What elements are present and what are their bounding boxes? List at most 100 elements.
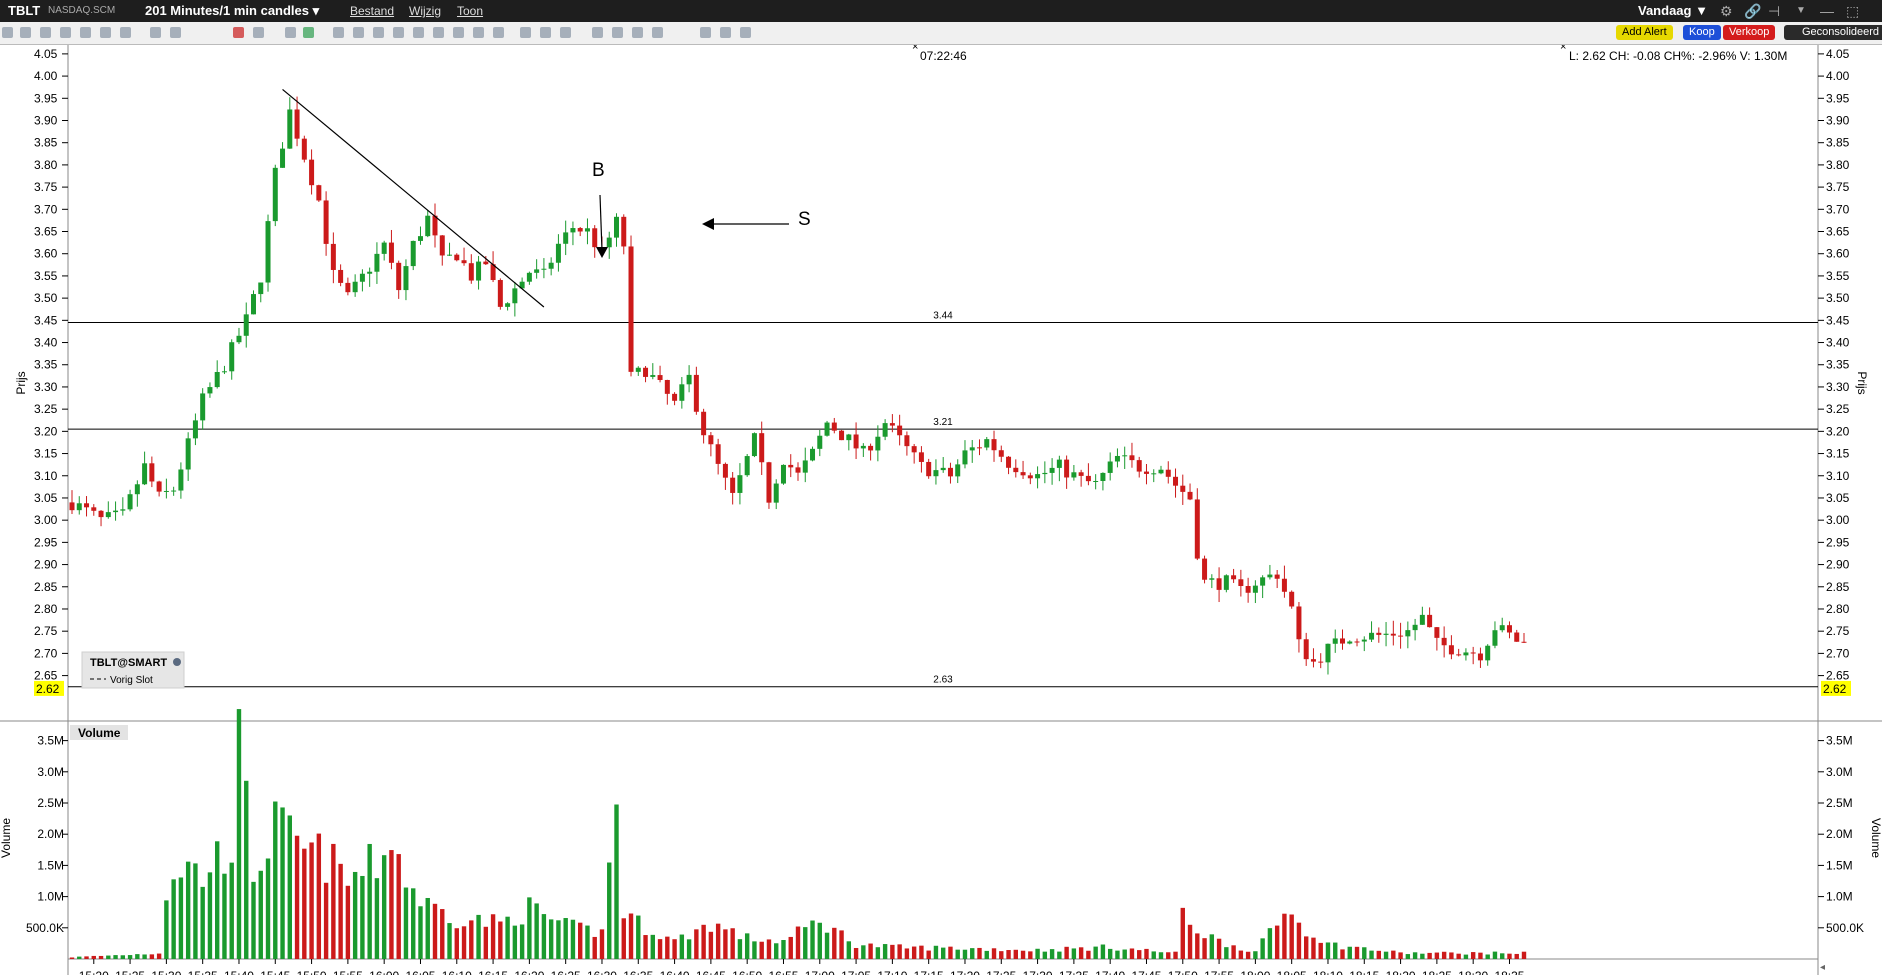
quote-close-icon[interactable]: × [1560, 45, 1566, 53]
volume-bar [933, 945, 939, 959]
redo-icon[interactable] [433, 27, 444, 38]
candle-body [802, 460, 808, 473]
frame-tool-icon[interactable] [170, 27, 181, 38]
scroll-end-icon[interactable]: ◂ [1820, 962, 1825, 973]
chart-legend[interactable] [81, 651, 185, 689]
palette-tool-icon[interactable] [60, 27, 71, 38]
scroll-end-icon[interactable] [652, 27, 663, 38]
time-tick: 17:55 [1204, 969, 1234, 975]
timeframe-dropdown[interactable]: 201 Minutes/1 min candles ▾ [145, 3, 320, 18]
zoom-in-icon[interactable] [520, 27, 531, 38]
volume-bar [135, 954, 140, 959]
volume-bar [1042, 951, 1048, 959]
volume-bar [164, 900, 169, 959]
layout-tool-icon[interactable] [150, 27, 161, 38]
draw-fan-icon[interactable] [473, 27, 484, 38]
table-tool-icon[interactable] [393, 27, 404, 38]
settings-tool-icon[interactable] [120, 27, 131, 38]
volume-bar [570, 919, 576, 959]
volume-bar [309, 842, 314, 959]
candle-body [69, 502, 75, 511]
volume-bar [1470, 952, 1476, 959]
wrench-icon[interactable] [740, 27, 751, 38]
volume-bar [578, 922, 583, 959]
menu-bestand[interactable]: Bestand [350, 4, 395, 18]
volume-panel[interactable] [68, 723, 1818, 959]
candle-body [410, 240, 416, 267]
pen-tool-icon[interactable] [233, 27, 244, 38]
box-tool-icon[interactable] [373, 27, 384, 38]
volume-axis-left[interactable]: 3.5M 3.0M 2.5M 2.0M 1.5M 1.0M 500.0K [26, 734, 68, 935]
candle-body [316, 185, 322, 201]
consolidated-button[interactable]: Geconsolideerd [1784, 25, 1882, 40]
volume-axis-title-left: Volume [0, 818, 13, 858]
sell-button[interactable]: Verkoop [1723, 25, 1776, 40]
sync-icon[interactable] [720, 27, 731, 38]
link-icon[interactable]: 🔗 [1744, 3, 1762, 19]
candle-body [1463, 652, 1469, 656]
zoom-out-icon[interactable] [540, 27, 551, 38]
draw-line-icon[interactable] [453, 27, 464, 38]
fib-tool-icon[interactable] [493, 27, 504, 38]
refresh-green-icon[interactable] [303, 27, 314, 38]
range-dropdown[interactable]: Vandaag ▼ [1638, 3, 1708, 18]
chevron-down-icon[interactable]: ▼ [1796, 5, 1806, 16]
scroll-center-icon[interactable] [612, 27, 623, 38]
camera-tool-icon[interactable] [80, 27, 91, 38]
volume-axis-right[interactable]: 3.5M 3.0M 2.5M 2.0M 1.5M 1.0M 500.0K [1818, 734, 1864, 935]
candle-body [853, 434, 859, 449]
candle-body [359, 273, 365, 282]
area-chart-icon[interactable] [285, 27, 296, 38]
record-tool-icon[interactable] [100, 27, 111, 38]
price-tick-left: 3.15 [34, 447, 58, 461]
candle-body [1006, 456, 1012, 468]
pin-icon[interactable]: ⊣ [1768, 3, 1781, 19]
grid-tool-icon[interactable] [40, 27, 51, 38]
symbol-label[interactable]: TBLT [8, 3, 41, 18]
scroll-right-icon[interactable] [632, 27, 643, 38]
time-tick: 16:10 [442, 969, 472, 975]
minimize-icon[interactable]: — [1820, 3, 1834, 19]
trendline[interactable] [282, 88, 545, 308]
zoom-fit-icon[interactable] [560, 27, 571, 38]
gear-icon[interactable]: ⚙ [1720, 3, 1733, 19]
volume-bar [744, 933, 750, 959]
menu-wijzig[interactable]: Wijzig [409, 4, 441, 18]
chart-area[interactable]: 4.05 4.00 3.95 3.90 3.85 3.80 3.75 3.70 3.65 3.60… [0, 45, 1882, 975]
cursor-tool-icon[interactable] [2, 27, 13, 38]
volume-bar [977, 947, 982, 959]
line-tool-icon[interactable] [353, 27, 364, 38]
price-panel[interactable] [68, 45, 1818, 720]
volume-bar [766, 939, 772, 959]
close-x-icon[interactable]: × [912, 45, 918, 53]
price-axis-right[interactable]: 4.05 4.00 3.95 3.90 3.85 3.80 3.75 3.70 3.65 3.60… [1818, 47, 1850, 683]
candle-body [1027, 475, 1033, 479]
scroll-left-icon[interactable] [592, 27, 603, 38]
legend-globe-icon[interactable] [173, 658, 181, 666]
volume-bar [1383, 951, 1389, 959]
volume-bar [106, 955, 111, 959]
candle-body [1151, 473, 1157, 475]
crosshair-icon[interactable] [333, 27, 344, 38]
volume-bar [1253, 951, 1258, 959]
maximize-icon[interactable]: ⬚ [1846, 3, 1860, 19]
candle-body [330, 243, 336, 270]
price-axis-left[interactable]: 4.05 4.00 3.95 3.90 3.85 3.80 3.75 3.70 3.65 3.60… [34, 47, 68, 683]
volume-bar [1107, 948, 1113, 959]
candle-body [417, 236, 423, 241]
candle-body [628, 246, 634, 372]
menu-toon[interactable]: Toon [457, 4, 484, 18]
paint-icon[interactable] [700, 27, 711, 38]
price-tick-right: 3.30 [1826, 380, 1850, 394]
time-tick: 16:25 [551, 969, 581, 975]
time-tick: 15:35 [188, 969, 218, 975]
undo-icon[interactable] [413, 27, 424, 38]
time-axis[interactable]: 15:20 15:25 15:30 15:35 15:40 15:45 15:50 15:55… [79, 959, 1525, 975]
price-tick-left: 2.70 [34, 646, 58, 660]
buy-button[interactable]: Koop [1683, 25, 1721, 40]
bars-tool-icon[interactable] [253, 27, 264, 38]
volume-bar [302, 848, 307, 959]
price-tick-left: 3.00 [34, 513, 58, 527]
add-alert-button[interactable]: Add Alert [1616, 25, 1673, 40]
pointer-tool-icon[interactable] [20, 27, 31, 38]
